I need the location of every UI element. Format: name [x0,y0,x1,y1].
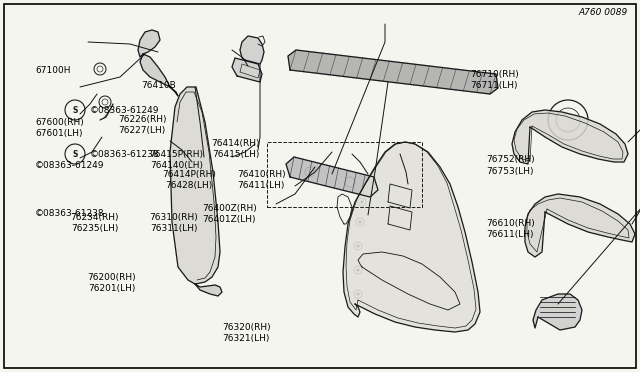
Polygon shape [140,54,178,96]
Text: 76410(RH)
76411(LH): 76410(RH) 76411(LH) [237,170,285,190]
Polygon shape [343,142,480,332]
Text: 76415P(RH)
764140(LH): 76415P(RH) 764140(LH) [150,150,204,170]
Text: 76410B: 76410B [141,81,176,90]
Text: ©08363-61249: ©08363-61249 [90,106,159,115]
Polygon shape [195,284,222,296]
Text: 76310(RH)
76311(LH): 76310(RH) 76311(LH) [150,213,198,233]
Circle shape [360,201,364,203]
Text: 76710(RH)
76711(LH): 76710(RH) 76711(LH) [470,70,519,90]
Circle shape [356,292,360,295]
Text: 76414(RH)
76415(LH): 76414(RH) 76415(LH) [211,139,260,159]
Text: 76400Z(RH)
76401Z(LH): 76400Z(RH) 76401Z(LH) [202,204,257,224]
Text: S: S [72,106,77,115]
Text: 67100H: 67100H [35,66,70,75]
Bar [267,142,422,207]
Text: A760 0089: A760 0089 [579,8,628,17]
Text: ©08363-61238: ©08363-61238 [35,209,105,218]
Polygon shape [240,36,264,64]
Text: 76320(RH)
76321(LH): 76320(RH) 76321(LH) [222,323,271,343]
Text: 67600(RH)
67601(LH): 67600(RH) 67601(LH) [35,118,84,138]
Polygon shape [525,194,635,257]
Text: S: S [72,150,77,158]
Text: 76234(RH)
76235(LH): 76234(RH) 76235(LH) [70,213,119,233]
Polygon shape [533,294,582,330]
Text: 76752(RH)
76753(LH): 76752(RH) 76753(LH) [486,155,535,176]
Polygon shape [286,157,378,197]
Text: ©08363-61249: ©08363-61249 [35,161,105,170]
Text: ©08363-61238: ©08363-61238 [90,150,159,158]
Polygon shape [170,87,220,284]
Polygon shape [288,50,498,94]
Polygon shape [232,58,262,82]
Text: 76226(RH)
76227(LH): 76226(RH) 76227(LH) [118,115,166,135]
Text: 76414P(RH)
76428(LH): 76414P(RH) 76428(LH) [162,170,216,190]
Circle shape [356,269,360,272]
Text: 76610(RH)
76611(LH): 76610(RH) 76611(LH) [486,219,535,239]
Text: 76200(RH)
76201(LH): 76200(RH) 76201(LH) [88,273,136,293]
Circle shape [356,244,360,247]
Circle shape [358,221,362,224]
Polygon shape [512,110,628,164]
Polygon shape [138,30,160,57]
